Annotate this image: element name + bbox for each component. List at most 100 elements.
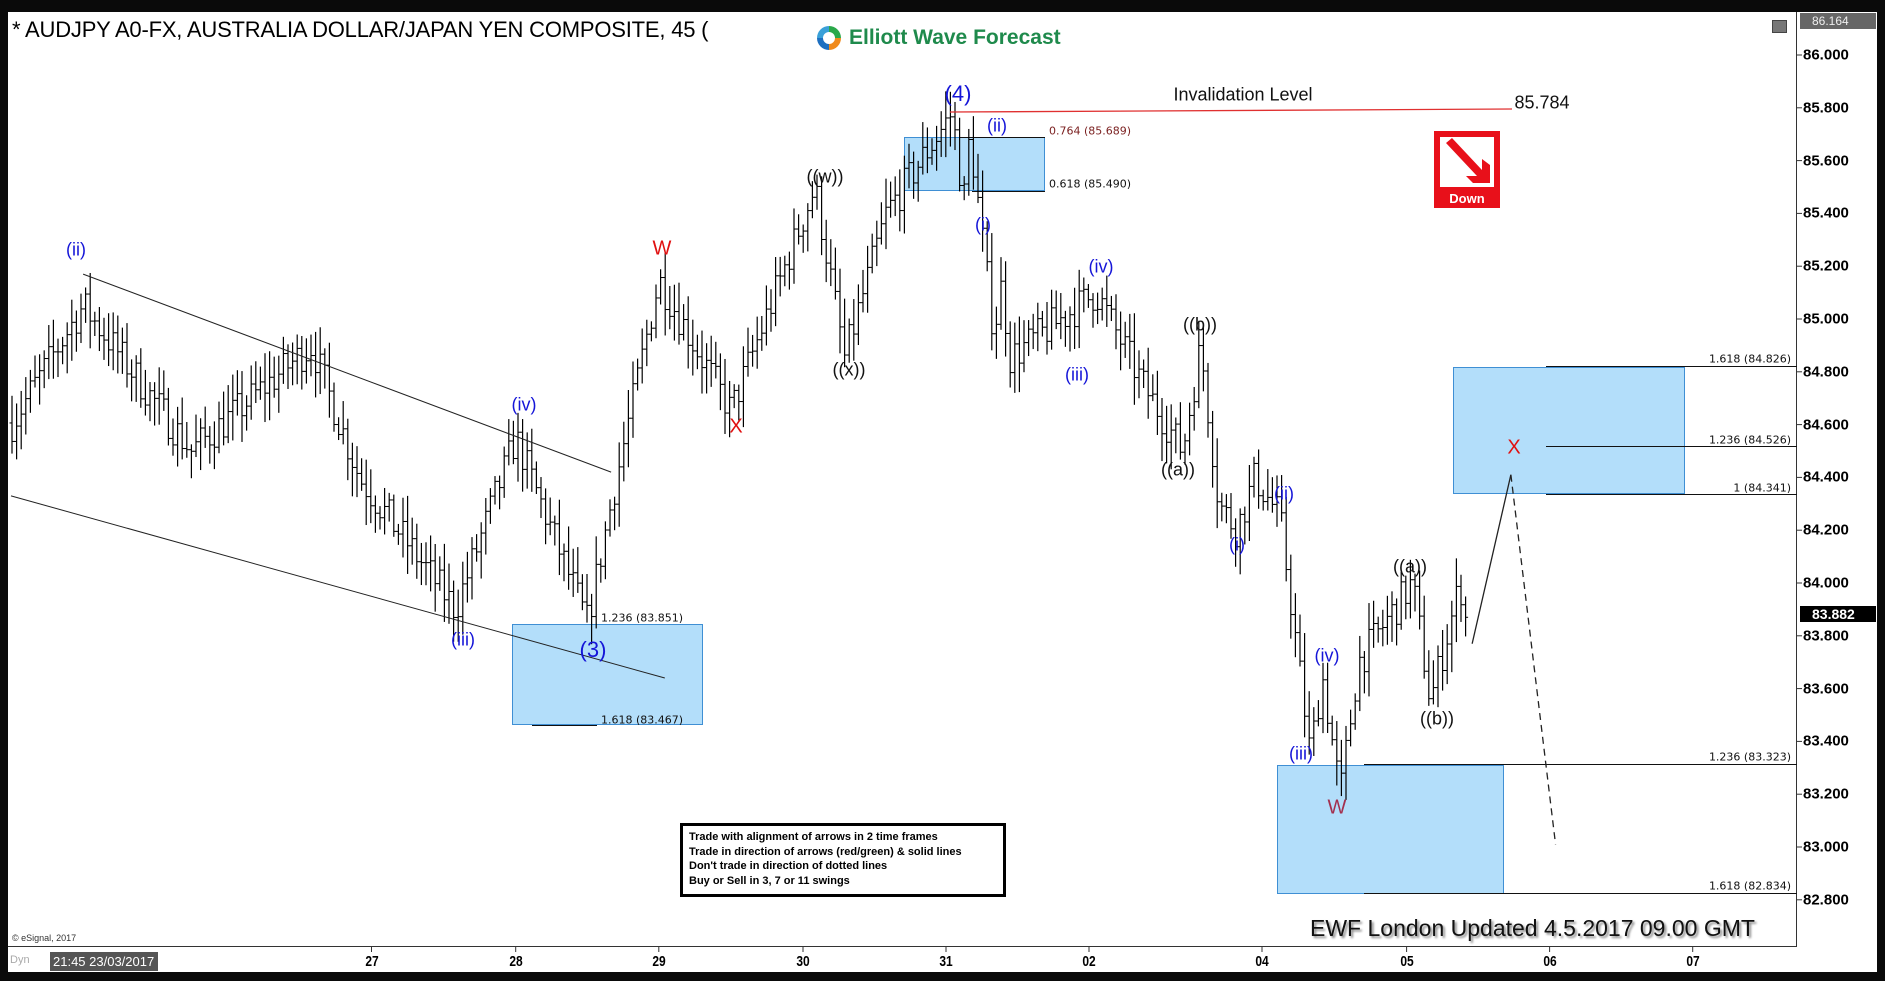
price-bar [469,537,475,600]
price-bar [1430,660,1436,705]
price-bar [1357,635,1363,712]
price-bar [1072,287,1078,349]
price-bar [699,330,705,394]
price-bar [1164,405,1170,464]
price-bar [423,542,429,586]
chart-title: * AUDJPY A0-FX, AUSTRALIA DOLLAR/JAPAN Y… [12,17,709,42]
wave-label: ((x)) [832,359,866,380]
fib-line [1364,893,1797,894]
price-bar [750,334,756,367]
price-bar [497,475,503,510]
wave-label: (iv) [1088,256,1114,277]
price-bar [1016,316,1022,393]
price-bar [92,311,98,337]
price-bar [1302,633,1308,738]
fib-label: 0.618 (85.490) [1049,177,1132,191]
price-bar [1352,693,1358,730]
price-bar [920,122,926,175]
price-bar [1329,715,1335,746]
price-bar [46,325,52,380]
time-tick-label: 30 [796,953,810,970]
price-bar [846,318,852,363]
price-bar [83,287,89,323]
price-bar [322,348,328,389]
price-bar [1283,496,1289,582]
price-tick-label: 86.000 [1803,46,1849,64]
price-bar [1118,311,1124,371]
price-bar [676,282,682,345]
fib-label: 1.618 (83.467) [601,713,684,727]
price-bar [989,233,995,351]
price-bar [225,385,231,444]
price-bar [1044,301,1050,355]
price-tick-label: 85.400 [1803,204,1849,222]
copyright: © eSignal, 2017 [12,933,77,943]
price-bar [202,406,208,448]
price-bar [602,521,608,580]
price-bar [1463,596,1469,637]
price-bar [943,91,949,158]
price-bar [280,336,286,384]
time-tick-label: 06 [1542,953,1557,970]
price-bar [727,380,733,438]
price-bar [814,174,820,210]
price-bar [1269,477,1275,513]
high-price-tag: 86.164 [1800,13,1876,29]
wave-label: (iv) [511,394,537,415]
price-bar [331,382,337,432]
price-bar [947,91,953,147]
price-bar [681,304,687,341]
price-bar [193,414,199,458]
price-bar [464,551,470,603]
fib-box-wave-3 [512,624,703,725]
price-bar [349,442,355,497]
price-bar [1187,402,1193,456]
wave-label: (iv) [1314,645,1340,666]
price-bar [1251,456,1257,498]
price-bar [621,421,627,482]
price-bar [524,432,530,489]
price-bar [239,371,245,442]
price-bar [1449,600,1455,673]
price-bar [607,499,613,537]
price-bar [690,319,696,376]
price-bar [64,322,70,374]
price-bar [216,401,222,454]
price-bar [915,160,921,202]
price-bar [851,299,857,361]
price-bar [165,387,171,446]
price-bar [455,589,461,642]
price-bar [998,257,1004,330]
price-bar [842,298,848,368]
price-bar [32,355,38,388]
price-bar [1021,320,1027,373]
fib-box-w-target [1277,765,1504,894]
wave-label: W [652,237,672,260]
price-bar [722,358,728,434]
price-bar [897,169,903,232]
price-bar [579,574,585,611]
price-bar [966,128,972,196]
price-bar [1182,433,1188,465]
projection-dashed-line [1510,474,1557,845]
price-bar [299,336,305,390]
price-bar [267,351,273,421]
restore-window-button[interactable] [1772,20,1787,33]
plot-area[interactable] [8,12,1797,947]
price-bar [1196,320,1202,409]
fib-line [1546,494,1797,495]
fib-line [1364,764,1797,765]
price-bar [1260,489,1266,511]
price-bar [37,354,43,405]
price-bar [980,170,986,252]
rule-line: Don't trade in direction of dotted lines [689,860,888,872]
price-tick-label: 84.800 [1803,363,1849,381]
price-bar [1168,404,1174,470]
wave-label: (i) [975,214,991,235]
price-bar [717,353,723,411]
price-tick-label: 84.600 [1803,416,1849,434]
price-bar [1141,359,1147,389]
wave-label: ((w)) [806,166,844,187]
last-price-tag: 83.882 [1800,606,1876,622]
price-tick-label: 85.800 [1803,99,1849,117]
